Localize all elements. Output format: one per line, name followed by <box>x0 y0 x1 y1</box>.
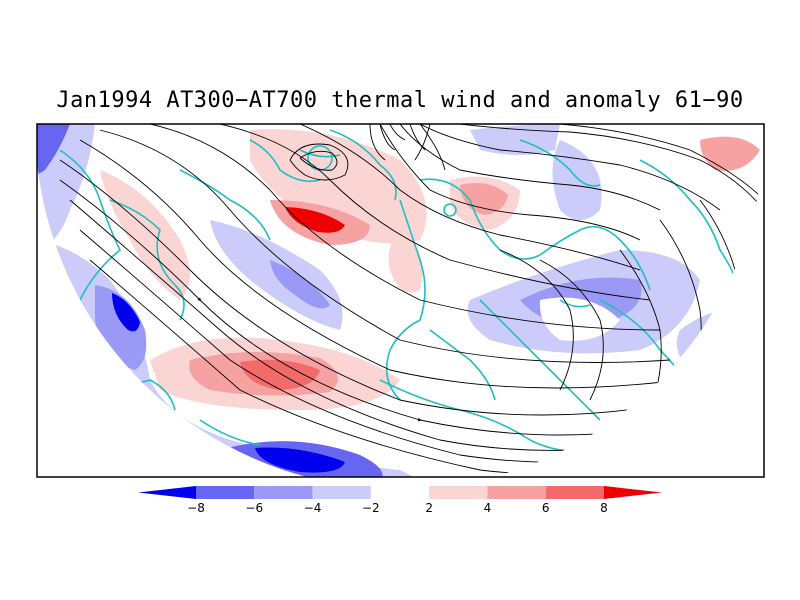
anomaly-patch-pos <box>700 136 760 171</box>
anomaly-patch-neg <box>255 447 345 473</box>
colorbar-segment <box>254 486 313 499</box>
colorbar-label: −8 <box>187 501 205 515</box>
colorbar-segment <box>370 486 430 499</box>
colorbar-label: −6 <box>245 501 263 515</box>
colorbar-label: 4 <box>484 501 492 515</box>
colorbar-segment <box>545 486 604 499</box>
colorbar-label: −4 <box>304 501 322 515</box>
colorbar-segment <box>487 486 546 499</box>
anomaly-patch-pos <box>100 170 190 300</box>
colorbar-segment <box>312 486 371 499</box>
colorbar-segment <box>138 486 196 499</box>
page-title: Jan1994 AT300−AT700 thermal wind and ano… <box>56 88 744 113</box>
anomaly-patch-neg <box>270 260 330 309</box>
colorbar-label: 2 <box>425 501 433 515</box>
anomaly-patch-pos <box>388 230 423 293</box>
map-frame <box>36 123 765 478</box>
anomaly-patch-neg <box>112 293 140 332</box>
colorbar-segment <box>604 486 662 499</box>
colorbar-label: 8 <box>600 501 608 515</box>
thermal-wind-streamlines <box>59 124 764 475</box>
colorbar-segment <box>196 486 255 499</box>
anomaly-patch-neg <box>37 124 70 175</box>
colorbar-segment <box>429 486 488 499</box>
anomaly-patch-pos <box>539 297 620 341</box>
colorbar-label: 6 <box>542 501 550 515</box>
colorbar-label: −2 <box>362 501 380 515</box>
anomaly-patch-pos <box>285 207 345 233</box>
